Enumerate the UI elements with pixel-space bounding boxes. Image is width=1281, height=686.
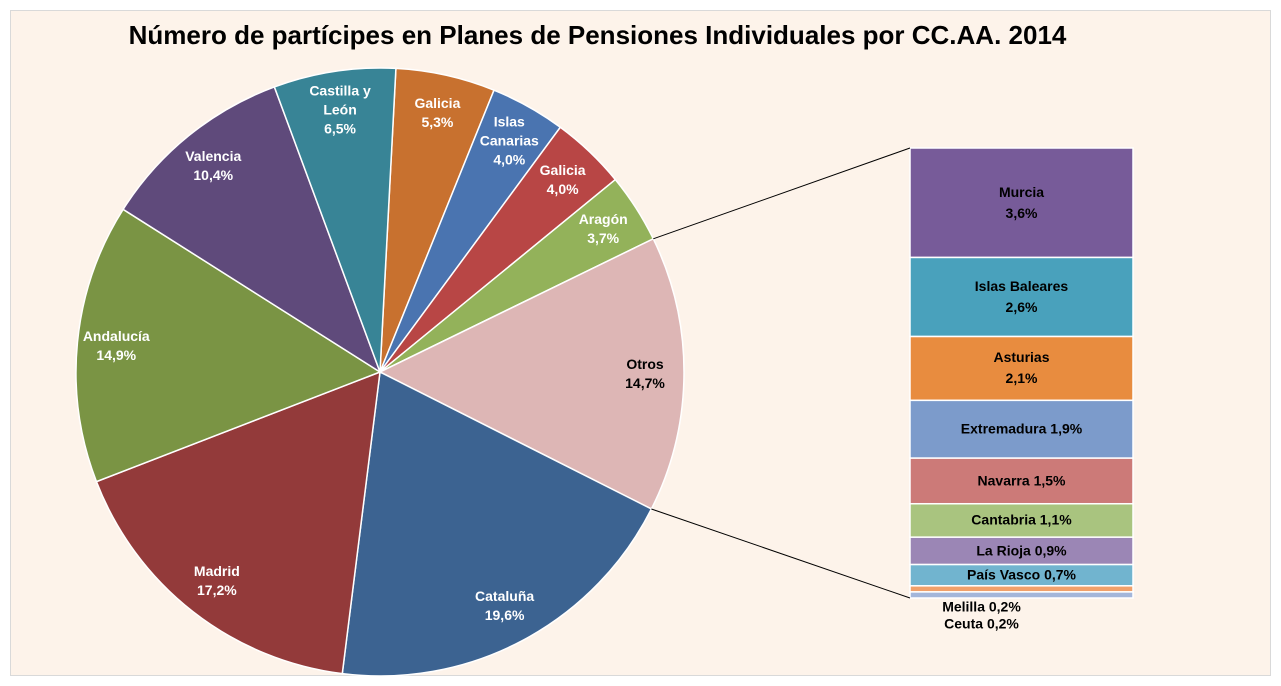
segment-value: 2,6%	[1005, 298, 1038, 315]
segment-label: País Vasco 0,7%	[910, 565, 1133, 586]
slice-name: Castilla y León	[309, 82, 371, 118]
slice-name: Cataluña	[475, 587, 535, 604]
pie-slice	[122, 85, 382, 374]
segment-label: Navarra 1,5%	[910, 470, 1133, 491]
slice-value: 5,3%	[421, 114, 454, 131]
slice-label: Valencia 10,4%	[168, 147, 258, 185]
slice-value: 17,2%	[197, 581, 237, 598]
segment-label: La Rioja 0,9%	[910, 540, 1133, 561]
slice-name: Madrid	[193, 562, 240, 579]
segment-value: 0,9%	[1034, 542, 1067, 559]
slice-name: Galicia	[414, 95, 461, 112]
segment-label: Extremadura 1,9%	[910, 419, 1133, 440]
segment-name: Islas Baleares	[974, 277, 1069, 294]
slice-label: Galicia 5,3%	[392, 94, 482, 132]
segment-name: Extremadura	[960, 420, 1047, 437]
bar-segment	[909, 399, 1134, 459]
segment-value: 0,2%	[986, 615, 1019, 632]
segment-name: Melilla	[942, 598, 985, 615]
segment-value: 1,1%	[1039, 511, 1072, 528]
slice-value: 4,0%	[493, 151, 526, 168]
slice-name: Andalucía	[82, 328, 150, 345]
slice-name: Otros	[626, 355, 664, 372]
pie-slice	[273, 67, 397, 373]
connector-line	[651, 508, 911, 599]
segment-value: 0,7%	[1044, 566, 1076, 583]
pie-slice	[341, 370, 653, 677]
segment-label: Melilla 0,2%	[870, 599, 1093, 616]
segment-name: Navarra	[977, 472, 1030, 489]
segment-name: País Vasco	[967, 566, 1041, 583]
slice-value: 14,9%	[96, 347, 137, 364]
slice-label: Andalucía 14,9%	[71, 327, 161, 365]
segment-name: La Rioja	[976, 542, 1031, 559]
slice-label: Cataluña 19,6%	[460, 587, 550, 625]
slice-label: Otros 14,7%	[600, 355, 690, 393]
slice-value: 6,5%	[324, 120, 357, 137]
segment-value: 0,2%	[988, 598, 1021, 615]
bar-segment	[909, 536, 1134, 566]
segment-name: Ceuta	[944, 615, 984, 632]
pie-slice	[95, 370, 381, 675]
slice-name: Galicia	[539, 161, 586, 178]
slice-label: Galicia 4,0%	[518, 161, 608, 199]
segment-label: Cantabria 1,1%	[910, 510, 1133, 531]
segment-label: Islas Baleares 2,6%	[910, 276, 1133, 318]
segment-value: 1,9%	[1050, 420, 1083, 437]
segment-name: Cantabria	[971, 511, 1036, 528]
slice-name: Aragón	[578, 211, 628, 228]
slice-value: 14,7%	[625, 374, 665, 391]
segment-label: Ceuta 0,2%	[870, 616, 1093, 633]
slice-value: 19,6%	[484, 606, 525, 623]
bar-segment	[909, 585, 1134, 593]
bar-segment	[909, 335, 1134, 402]
slice-label: Madrid 17,2%	[172, 562, 262, 600]
segment-value: 1,5%	[1033, 472, 1066, 489]
slice-label: Castilla y León 6,5%	[295, 82, 385, 139]
pie-slice	[378, 237, 685, 510]
slice-value: 4,0%	[546, 180, 579, 197]
slice-value: 3,7%	[587, 230, 620, 247]
slice-label: Islas Canarias 4,0%	[464, 112, 554, 169]
bar-segment	[909, 256, 1134, 338]
segment-value: 2,1%	[1005, 370, 1038, 387]
slice-value: 10,4%	[193, 167, 234, 184]
slice-label: Aragón 3,7%	[558, 210, 648, 248]
slice-name: Islas Canarias	[479, 113, 539, 149]
segment-name: Asturias	[993, 349, 1050, 366]
segment-label: Asturias 2,1%	[910, 347, 1133, 389]
pie-slice	[75, 208, 382, 483]
slice-name: Valencia	[185, 148, 242, 165]
segment-label: Murcia 3,6%	[910, 182, 1133, 224]
bar-segment	[909, 591, 1134, 599]
bar-segment	[909, 502, 1134, 538]
bar-segment	[909, 147, 1134, 259]
segment-name: Murcia	[998, 183, 1045, 200]
chart-title: Número de partícipes en Planes de Pensio…	[128, 20, 1067, 50]
segment-value: 3,6%	[1005, 204, 1038, 221]
connector-line	[653, 147, 911, 240]
